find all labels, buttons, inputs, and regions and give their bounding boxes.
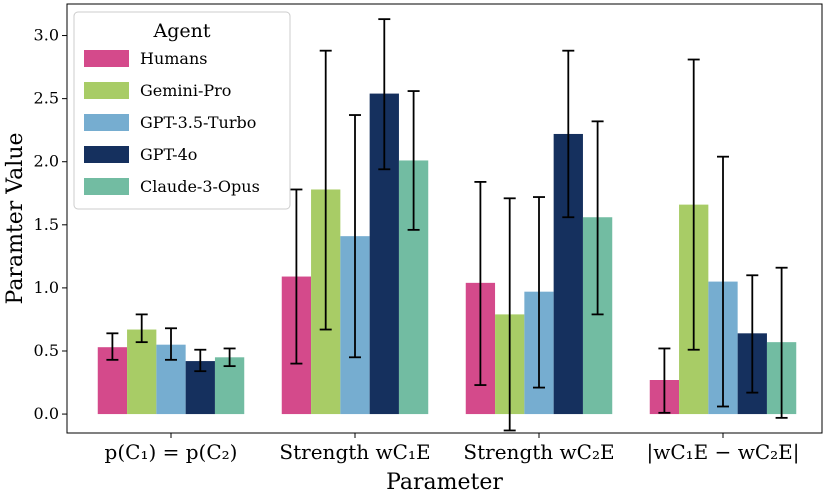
legend-swatch (84, 146, 129, 163)
error-bar (533, 196, 545, 389)
legend-item: GPT-4o (84, 145, 197, 164)
error-bar (290, 188, 303, 365)
y-tick-label: 1.0 (34, 278, 59, 297)
legend-swatch (84, 114, 129, 131)
legend-label: Humans (140, 49, 207, 68)
error-bar (658, 347, 671, 414)
error-bar (223, 347, 236, 368)
error-bar (503, 197, 516, 432)
error-bar (319, 49, 332, 331)
y-axis: 0.0 0.5 1.0 1.5 2.0 2.5 3.0 (34, 26, 67, 423)
error-bar (775, 266, 788, 419)
x-axis: p(C₁) = p(C₂) Strength wC₁E Strength wC₂E |… (105, 433, 800, 465)
y-tick-label: 2.5 (34, 89, 59, 108)
error-bar (407, 90, 420, 231)
x-tick-label: p(C₁) = p(C₂) (105, 440, 238, 464)
legend-swatch (84, 178, 129, 195)
error-bar (746, 274, 759, 394)
bars (97, 93, 797, 415)
error-bar (474, 181, 487, 386)
legend-label: Gemini-Pro (140, 81, 231, 100)
error-bar (349, 114, 361, 359)
y-tick-label: 0.0 (34, 404, 59, 423)
error-bar (194, 348, 207, 373)
legend-swatch (84, 82, 129, 99)
y-tick-label: 1.5 (34, 215, 59, 234)
legend-item: GPT-3.5-Turbo (84, 113, 256, 132)
legend-label: Claude-3-Opus (140, 177, 260, 196)
legend-title: Agent (153, 20, 211, 42)
error-bar (562, 49, 575, 219)
legend-item: Humans (84, 49, 207, 68)
x-tick-label: Strength wC₂E (463, 440, 614, 464)
bar-gemini-pro (127, 329, 157, 415)
error-bar (717, 155, 729, 408)
error-bars (106, 18, 788, 432)
x-tick-label: Strength wC₁E (279, 440, 430, 464)
y-axis-label: Paramter Value (3, 132, 28, 304)
legend-label: GPT-4o (140, 145, 197, 164)
y-tick-label: 3.0 (34, 26, 59, 45)
x-tick-label: |wC₁E − wC₂E| (646, 440, 799, 465)
error-bar (106, 332, 119, 361)
error-bar (135, 313, 148, 344)
error-bar (687, 58, 700, 351)
error-bar (591, 120, 604, 316)
y-tick-label: 2.0 (34, 152, 59, 171)
legend-item: Claude-3-Opus (84, 177, 260, 196)
error-bar (378, 18, 391, 171)
legend-swatch (84, 50, 129, 67)
y-tick-label: 0.5 (34, 341, 59, 360)
x-axis-label: Parameter (386, 470, 503, 495)
legend-item: Gemini-Pro (84, 81, 231, 100)
legend-label: GPT-3.5-Turbo (140, 113, 256, 132)
plot-frame (66, 3, 823, 434)
error-bar (165, 327, 177, 361)
legend: Agent Humans Gemini-Pro GPT-3.5-Turbo GPT-4… (73, 11, 291, 210)
